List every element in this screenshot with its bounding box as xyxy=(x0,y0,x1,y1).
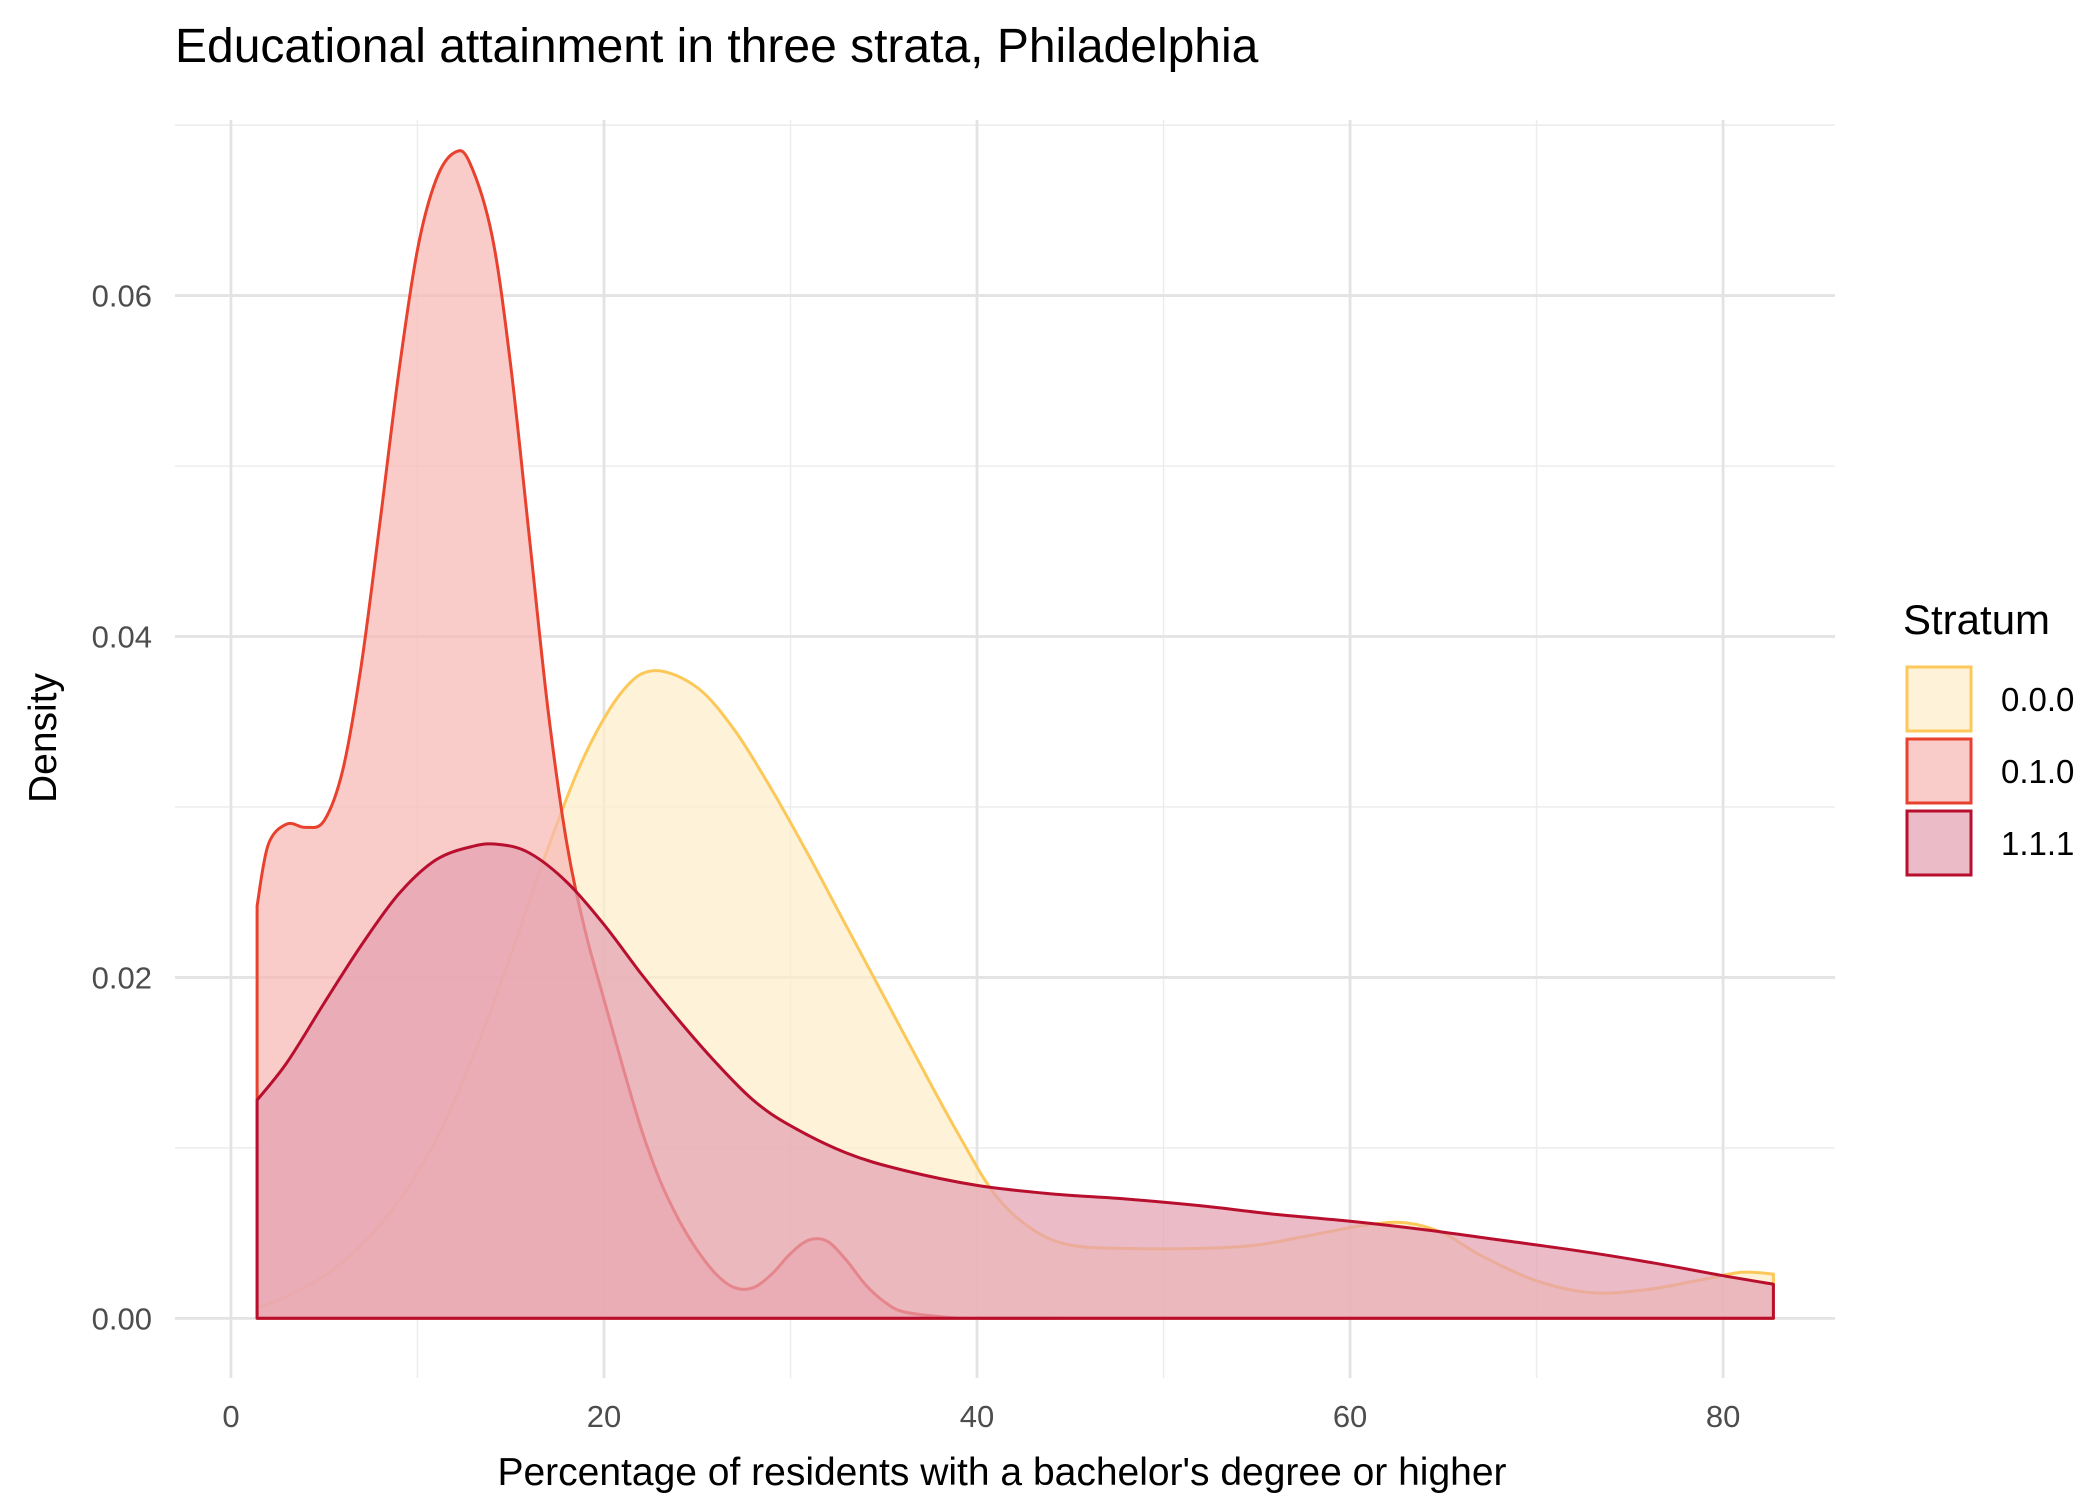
legend-title: Stratum xyxy=(1903,596,2050,643)
x-tick-label: 40 xyxy=(960,1399,994,1434)
legend-key-1-1-1 xyxy=(1905,809,1973,877)
density-areas xyxy=(255,149,1775,1320)
y-axis-tick-labels: 0.00 0.02 0.04 0.06 xyxy=(92,279,152,1337)
chart-title: Educational attainment in three strata, … xyxy=(175,20,1259,73)
y-tick-label: 0.02 xyxy=(92,960,152,995)
x-tick-label: 20 xyxy=(587,1399,621,1434)
legend: Stratum 0.0.0 0.1.0 1.1.1 xyxy=(1903,596,2074,877)
y-tick-label: 0.00 xyxy=(92,1301,152,1336)
y-axis-label: Density xyxy=(22,672,65,803)
x-axis-tick-labels: 0 20 40 60 80 xyxy=(222,1399,1740,1434)
x-tick-label: 60 xyxy=(1333,1399,1367,1434)
legend-label: 0.0.0 xyxy=(2001,681,2074,718)
y-tick-label: 0.06 xyxy=(92,279,152,314)
legend-label: 0.1.0 xyxy=(2001,753,2074,790)
x-tick-label: 80 xyxy=(1706,1399,1740,1434)
y-tick-label: 0.04 xyxy=(92,619,152,654)
density-area-1-1-1 xyxy=(255,842,1775,1320)
x-axis-label: Percentage of residents with a bachelor'… xyxy=(497,1451,1506,1494)
x-tick-label: 0 xyxy=(222,1399,239,1434)
legend-key-0-1-0 xyxy=(1905,737,1973,805)
legend-label: 1.1.1 xyxy=(2001,825,2074,862)
legend-key-0-0-0 xyxy=(1905,665,1973,733)
